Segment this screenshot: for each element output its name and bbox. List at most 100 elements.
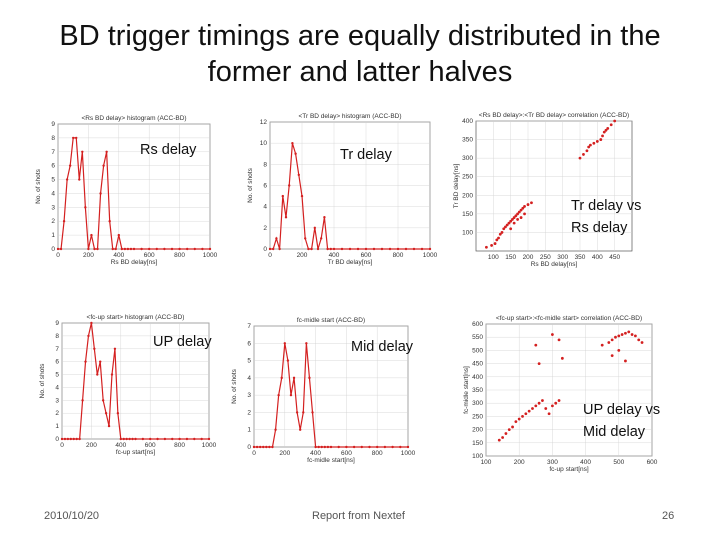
tr-data-point — [323, 216, 326, 219]
tr_rs-scatter-point — [516, 212, 519, 216]
rs-data-point — [72, 136, 75, 140]
tr_rs-scatter-point — [606, 127, 610, 130]
tr-data-point — [294, 152, 297, 155]
rs-data-point — [114, 247, 117, 251]
mid-data-point — [268, 445, 271, 449]
tr-delay-annotation: Tr delay — [340, 147, 392, 163]
up-vs-mid-annotation-line2: Mid delay — [583, 424, 646, 440]
up_mid-scatter-point — [551, 333, 554, 336]
rs-data-point — [102, 164, 105, 167]
mid-xtick-label: 600 — [341, 450, 352, 457]
mid-data-point — [391, 445, 394, 449]
mid-data-point — [323, 445, 327, 449]
mid-data-point — [295, 411, 299, 414]
up_mid-scatter-point — [617, 334, 621, 338]
rs-data-point — [132, 247, 136, 251]
up_mid-scatter-point — [514, 420, 518, 424]
up_mid-scatter-point — [637, 338, 641, 342]
mid-data-point — [255, 445, 259, 449]
mid-xtick-label: 400 — [310, 450, 321, 457]
mid-data-point — [329, 445, 333, 449]
mid-ytick-label: 6 — [247, 340, 251, 347]
tr-ytick-label: 10 — [260, 140, 268, 147]
rs-data-point — [123, 247, 127, 251]
tr-ytick-label: 6 — [263, 183, 267, 190]
up_mid-scatter-point — [617, 349, 621, 352]
up_mid-ytick-label: 400 — [472, 374, 483, 381]
up_mid-xtick-label: 400 — [580, 459, 591, 466]
tr_rs-scatter-point — [613, 119, 617, 123]
up_mid-ytick-label: 250 — [472, 413, 483, 420]
rs-ytick-label: 7 — [51, 149, 55, 156]
rs-data-point — [56, 247, 60, 251]
tr-xtick-label: 200 — [297, 252, 308, 259]
rs-data-point — [126, 247, 130, 251]
tr-data-point — [326, 247, 329, 251]
up_mid-chart-title: <fc-up start>:<fc-midle start> correlati… — [496, 315, 642, 322]
tr-data-point — [307, 247, 310, 251]
mid-xtick-label: 800 — [372, 450, 383, 457]
up_mid-scatter-point — [504, 432, 508, 435]
tr_rs-xtick-label: 200 — [523, 254, 534, 261]
rs-ytick-label: 0 — [51, 246, 55, 253]
tr_rs-scatter-point — [578, 156, 582, 160]
tr_rs-scatter-point — [498, 232, 502, 236]
rs-ytick-label: 1 — [51, 232, 55, 239]
mid-data-point — [289, 393, 293, 397]
tr_rs-xtick-label: 300 — [557, 254, 568, 261]
up-data-point — [104, 412, 108, 415]
up-ylabel: No. of shots — [39, 363, 46, 398]
rs-xtick-label: 600 — [144, 252, 155, 259]
mid-data-point — [368, 445, 371, 449]
tr_rs-plot-frame — [475, 120, 633, 252]
tr_rs-ytick-label: 300 — [462, 155, 473, 162]
up-data-point — [101, 399, 105, 402]
up_mid-ytick-label: 300 — [472, 400, 483, 407]
up-xtick-label: 1000 — [202, 442, 217, 449]
up-data-point — [185, 437, 189, 441]
up_mid-scatter-point — [534, 343, 538, 347]
tr-data-point — [291, 141, 294, 145]
up_mid-scatter-point — [537, 362, 541, 365]
up-data-point — [113, 347, 117, 350]
up_mid-ytick-label: 500 — [472, 347, 483, 354]
rs-ytick-label: 6 — [51, 163, 55, 170]
rs-data-point — [170, 247, 174, 251]
rs-data-point — [99, 192, 102, 195]
mid-data-point — [317, 445, 320, 449]
up_mid-scatter-point — [557, 338, 561, 342]
tr_rs-xtick-label: 400 — [592, 254, 603, 261]
mid-data-point — [345, 445, 348, 449]
tr-data-point — [284, 216, 288, 219]
rs-data-point — [108, 220, 111, 223]
tr-data-point — [310, 247, 313, 251]
tr_rs-scatter-point — [505, 223, 509, 227]
rs-data-point — [140, 247, 143, 251]
tr-data-point — [281, 194, 284, 198]
tr_rs-xtick-label: 150 — [505, 254, 516, 261]
rs-data-point — [87, 247, 90, 251]
tr-ytick-label: 8 — [263, 161, 267, 168]
tr_rs-xtick-label: 100 — [488, 254, 499, 261]
up_mid-scatter-point — [560, 356, 564, 360]
up_mid-scatter-point — [507, 428, 511, 431]
rs-xtick-label: 200 — [83, 252, 94, 259]
tr_rs-scatter-point — [485, 245, 488, 249]
slide-title-line1: BD trigger timings are equally distribut… — [59, 20, 661, 52]
tr_rs-ytick-label: 250 — [462, 174, 473, 181]
tr_rs-scatter-point — [519, 216, 523, 219]
rs-data-point — [81, 150, 84, 153]
footer-date: 2010/10/20 — [44, 510, 100, 522]
tr_rs-scatter-point — [582, 153, 585, 156]
rs-data-point — [96, 247, 99, 251]
up-chart-title: <fc-up start> histogram (ACC-BD) — [87, 314, 185, 321]
tr_rs-scatter-point — [509, 227, 513, 231]
